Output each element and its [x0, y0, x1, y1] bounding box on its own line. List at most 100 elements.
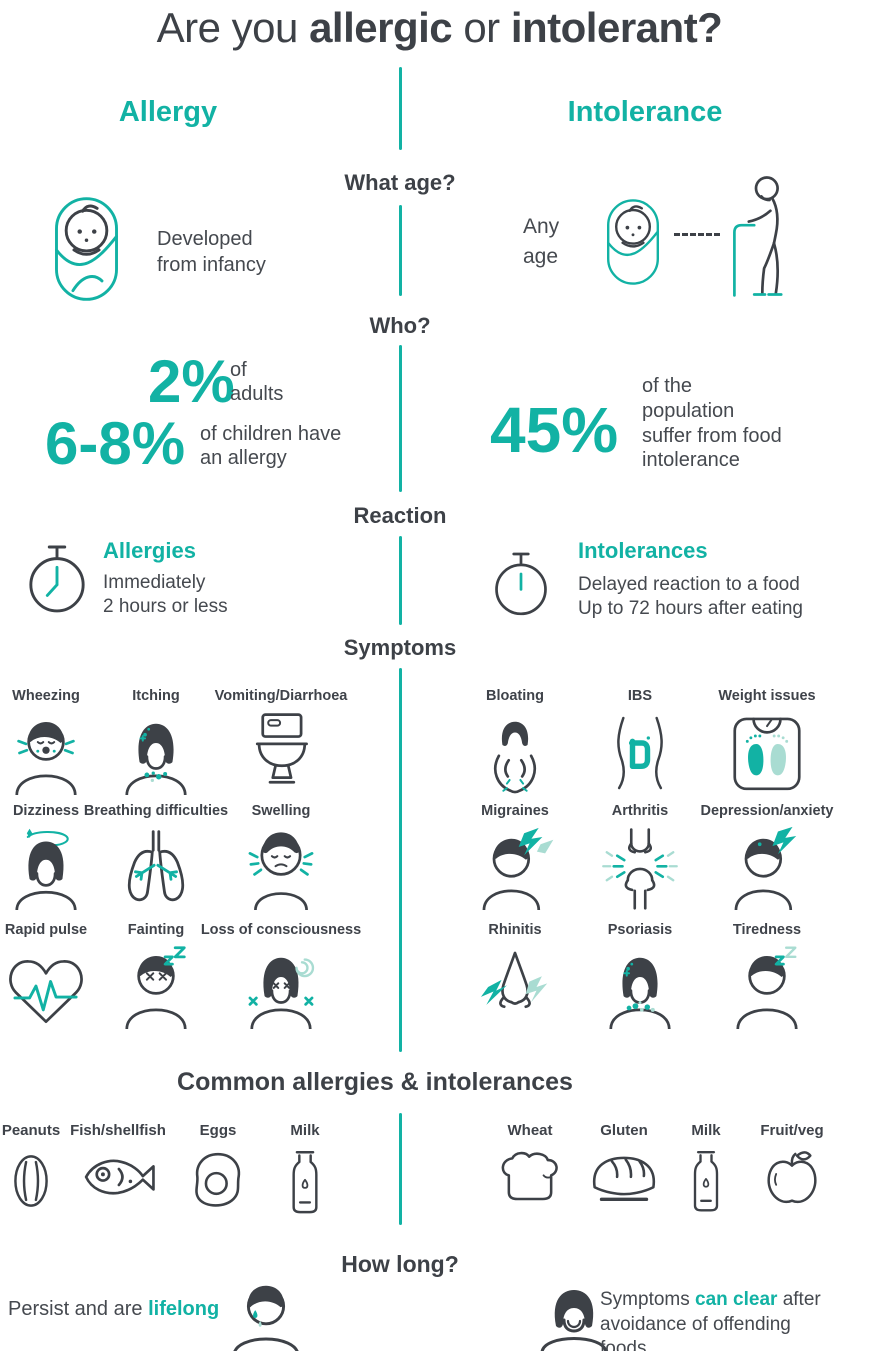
symptom-fainting: Fainting [92, 922, 220, 1029]
symptom-arthritis: Arthritis [578, 803, 702, 910]
symptom-label: Loss of consciousness [200, 922, 362, 938]
bread-loaf-icon [592, 1156, 656, 1202]
symptom-swelling: Swelling [220, 803, 342, 912]
food-label: Milk [290, 1122, 320, 1139]
divider-segment-1 [399, 67, 402, 150]
itching-person-icon [125, 723, 187, 795]
symptoms-left-row-2: Dizziness Breathing difficulties Swellin… [0, 803, 342, 912]
howlong-right-post: after avoidance of offending foods [600, 1289, 821, 1351]
symptom-bloating: Bloating [452, 688, 578, 797]
food-gluten: Gluten [580, 1122, 668, 1215]
heading-what-age: What age? [344, 170, 456, 195]
stat-children-value: 6-8% [45, 410, 186, 477]
symptoms-left-row-3: Rapid pulse Fainting Loss of consciousne… [0, 922, 361, 1029]
symptoms-right-row-1: Bloating IBS Weight issues [452, 688, 832, 797]
anxious-head-icon [734, 826, 797, 910]
symptom-label: IBS [627, 688, 653, 704]
symptom-label: Migraines [481, 803, 549, 819]
symptom-rapid-pulse: Rapid pulse [0, 922, 92, 1029]
heading-symptoms: Symptoms [343, 635, 457, 660]
stat-population-caption: of the population suffer from food intol… [642, 375, 782, 472]
food-label: Milk [691, 1122, 721, 1139]
symptom-loss-of-consciousness: Loss of consciousness [201, 922, 361, 1029]
common-right-row: Wheat Gluten Milk Fruit/veg [480, 1122, 840, 1215]
symptom-weight-issues: Weight issues [702, 688, 832, 797]
milk-bottle-icon [292, 1151, 318, 1214]
howlong-left-text: Persist and are lifelong [8, 1296, 219, 1322]
symptoms-right-row-2: Migraines Arthritis Dep [452, 803, 834, 910]
elderly-person-walker-icon [733, 176, 783, 297]
food-peanuts: Peanuts [0, 1122, 62, 1217]
stopwatch-icon [29, 545, 85, 613]
fainted-person-icon [125, 946, 187, 1029]
food-label: Peanuts [1, 1122, 61, 1139]
food-label: Wheat [507, 1122, 553, 1139]
age-right-caption: Any age [523, 215, 560, 269]
food-label: Gluten [600, 1122, 648, 1139]
title-regular-1: Are you [156, 4, 310, 51]
stopwatch-icon [495, 552, 547, 616]
howlong-left-highlight: lifelong [148, 1298, 220, 1320]
swaddled-baby-icon [55, 197, 118, 301]
symptoms-left-row-1: Wheezing Itching [0, 688, 347, 795]
food-wheat: Wheat [480, 1122, 580, 1215]
symptom-label: Rapid pulse [4, 922, 88, 938]
symptom-ibs: IBS [578, 688, 702, 797]
swollen-face-icon [248, 832, 314, 910]
milk-bottle-icon [693, 1150, 719, 1212]
symptom-depression-anxiety: Depression/anxiety [700, 803, 834, 910]
symptom-psoriasis: Psoriasis [578, 922, 702, 1029]
wheezing-person-icon [15, 721, 77, 795]
symptom-label: Bloating [486, 688, 544, 704]
heart-pulse-icon [9, 960, 83, 1024]
symptom-breathing-difficulties: Breathing difficulties [84, 803, 228, 912]
reaction-left-caption: Immediately 2 hours or less [103, 572, 228, 618]
food-label: Eggs [199, 1122, 237, 1139]
unconscious-person-icon [248, 957, 315, 1029]
food-label: Fish/shellfish [70, 1122, 166, 1139]
bread-slice-icon [501, 1151, 558, 1201]
food-milk: Milk [668, 1122, 744, 1215]
symptom-label: Depression/anxiety [700, 803, 834, 819]
symptom-label: Breathing difficulties [83, 803, 229, 819]
common-left-row: Peanuts Fish/shellfish Eggs Milk [0, 1122, 348, 1217]
stat-adults-value: 2% [148, 348, 235, 415]
divider-segment-5 [399, 668, 402, 1052]
age-range-dashed-line [674, 233, 720, 236]
age-left-caption: Developed from infancy [157, 228, 266, 276]
symptom-label: Dizziness [12, 803, 80, 819]
title-regular-2: or [452, 4, 511, 51]
symptom-migraines: Migraines [452, 803, 578, 910]
swaddled-baby-icon [607, 199, 659, 285]
food-milk: Milk [262, 1122, 348, 1217]
heading-who: Who? [369, 313, 431, 338]
reaction-right-title: Intolerances [578, 538, 708, 563]
howlong-right-highlight: can clear [695, 1289, 778, 1310]
howlong-right-text: Symptoms can clear after avoidance of of… [600, 1288, 840, 1351]
lungs-icon [127, 830, 185, 902]
crying-person-icon [233, 1285, 299, 1351]
heading-how-long: How long? [341, 1251, 459, 1277]
title-bold-allergic: allergic [309, 4, 453, 51]
column-header-intolerance: Intolerance [567, 96, 723, 128]
title-bold-intolerant: intolerant? [510, 4, 723, 51]
food-eggs: Eggs [174, 1122, 262, 1217]
dizzy-person-icon [15, 828, 77, 910]
food-label: Fruit/veg [760, 1122, 824, 1139]
symptom-tiredness: Tiredness [702, 922, 832, 1029]
symptom-label: Weight issues [718, 688, 816, 704]
nose-lightning-icon [480, 951, 548, 1009]
migraine-head-icon [482, 827, 554, 910]
peanut-icon [14, 1155, 48, 1207]
divider-segment-6 [399, 1113, 402, 1225]
page-title: Are you allergic or intolerant? [0, 4, 879, 52]
smiling-person-icon [540, 1290, 608, 1351]
egg-icon [195, 1152, 241, 1207]
stat-children-caption: of children have an allergy [200, 423, 342, 470]
symptom-label: Fainting [127, 922, 185, 938]
reaction-left-title: Allergies [103, 538, 196, 563]
heading-reaction: Reaction [353, 503, 447, 528]
symptom-label: Tiredness [732, 922, 802, 938]
weighing-scale-icon [733, 717, 801, 791]
symptom-rhinitis: Rhinitis [452, 922, 578, 1029]
